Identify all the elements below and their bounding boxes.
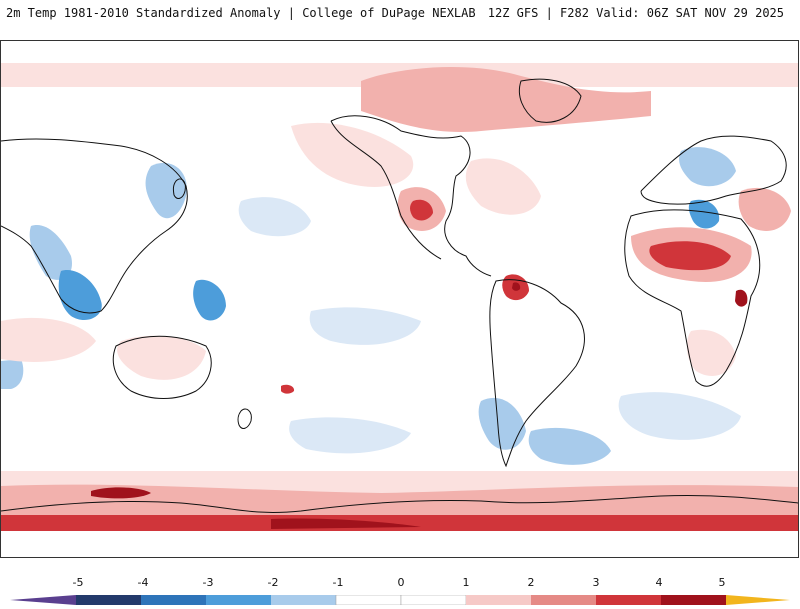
europe-coast xyxy=(640,135,787,205)
colorbar-seg-m1-0 xyxy=(335,594,402,606)
antarctic-extreme-patch xyxy=(91,487,151,499)
south-pacific-cool xyxy=(289,417,411,454)
europe-cool xyxy=(679,147,736,187)
southeast-asia-cool xyxy=(58,270,102,321)
colorbar-label-0: 0 xyxy=(397,576,405,589)
colorbar-label-m3: -3 xyxy=(202,576,214,589)
west-edge-cool xyxy=(1,359,24,389)
colorbar-seg-m3-m2 xyxy=(206,595,271,605)
middle-east-warm xyxy=(738,187,791,231)
north-america-coast xyxy=(330,115,492,277)
southwest-us-strong xyxy=(410,199,433,221)
colorbar-label-2: 2 xyxy=(527,576,535,589)
colorbar-seg-3-4 xyxy=(596,595,661,605)
east-asia-cool xyxy=(145,162,187,219)
colorbar-seg-m5-m4 xyxy=(76,595,141,605)
south-atlantic-cool xyxy=(528,427,611,465)
antarctic-strong-band xyxy=(1,515,798,531)
indian-ocean-warm xyxy=(1,317,96,362)
colorbar-label-m1: -1 xyxy=(332,576,344,589)
colorbar-seg-2-3 xyxy=(531,595,596,605)
new-zealand-coast xyxy=(237,408,252,429)
coastlines xyxy=(1,78,798,513)
japan-coast xyxy=(172,178,186,199)
india-cool xyxy=(29,225,72,280)
colorbar-label-4: 4 xyxy=(655,576,663,589)
central-pacific-cool xyxy=(238,197,311,237)
sahel-strong xyxy=(649,241,731,271)
australia-coast xyxy=(112,335,212,399)
colorbar-label-3: 3 xyxy=(592,576,600,589)
north-pacific-warm xyxy=(291,122,414,187)
antarctica-coast xyxy=(1,495,798,513)
colorbar-label-m2: -2 xyxy=(267,576,279,589)
venezuela-extreme xyxy=(512,282,521,291)
antarctic-extreme-patch-2 xyxy=(271,518,421,529)
colorbar-seg-1-2 xyxy=(466,595,531,605)
colorbar-label-m4: -4 xyxy=(137,576,149,589)
greenland-coast xyxy=(518,78,582,123)
colorbar-low-extend xyxy=(10,595,76,605)
colorbar-label-5: 5 xyxy=(718,576,726,589)
tropical-pacific-cool xyxy=(309,307,421,345)
south-america-cool xyxy=(478,397,526,450)
colorbar-seg-m4-m3 xyxy=(141,595,206,605)
colorbar-label-m5: -5 xyxy=(72,576,84,589)
anomaly-colorbar xyxy=(10,590,790,606)
west-pacific-cool xyxy=(193,279,226,321)
north-atlantic-warm xyxy=(465,158,541,215)
anomaly-map xyxy=(0,40,799,558)
south-pacific-warm-spot xyxy=(281,384,295,394)
mediterranean-cool xyxy=(688,199,720,229)
colorbar-seg-0-1 xyxy=(400,594,467,606)
map-title: 2m Temp 1981-2010 Standardized Anomaly |… xyxy=(6,6,476,20)
australia-warm xyxy=(117,335,206,380)
africa-coast xyxy=(624,209,761,387)
asia-coast xyxy=(1,138,188,314)
colorbar-high-extend xyxy=(726,595,790,605)
west-coast-na xyxy=(330,120,442,260)
colorbar-seg-m2-m1 xyxy=(271,595,336,605)
south-america-coast xyxy=(489,279,585,468)
antarctic-med-band xyxy=(1,484,798,517)
model-valid-time: 12Z GFS | F282 Valid: 06Z SAT NOV 29 202… xyxy=(487,6,784,20)
south-indian-cool xyxy=(618,392,741,440)
colorbar-label-1: 1 xyxy=(462,576,470,589)
south-africa-warm xyxy=(686,329,736,376)
arctic-warm-patch xyxy=(361,66,651,132)
colorbar-seg-4-5 xyxy=(661,595,726,605)
east-africa-extreme xyxy=(735,289,748,307)
